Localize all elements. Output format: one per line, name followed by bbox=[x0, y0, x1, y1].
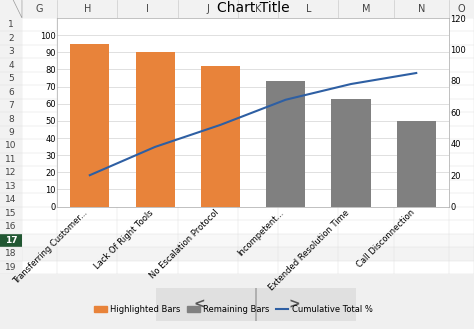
Bar bbox=[331, 99, 371, 207]
Text: M: M bbox=[362, 4, 370, 14]
Text: 10: 10 bbox=[5, 141, 17, 150]
Text: I: I bbox=[146, 4, 149, 14]
Text: 9: 9 bbox=[8, 128, 14, 137]
Title: Chart Title: Chart Title bbox=[217, 1, 289, 15]
Text: K: K bbox=[255, 4, 261, 14]
Bar bbox=[22, 247, 474, 261]
Text: 19: 19 bbox=[5, 263, 17, 272]
Text: H: H bbox=[83, 4, 91, 14]
Text: >: > bbox=[288, 297, 300, 311]
Text: L: L bbox=[306, 4, 311, 14]
Text: 14: 14 bbox=[5, 195, 17, 204]
Bar bbox=[266, 82, 305, 207]
Text: 18: 18 bbox=[5, 249, 17, 258]
Text: <: < bbox=[193, 297, 205, 311]
Bar bbox=[22, 234, 474, 247]
Text: 8: 8 bbox=[8, 114, 14, 124]
Text: 11: 11 bbox=[5, 155, 17, 164]
Text: 13: 13 bbox=[5, 182, 17, 191]
Text: J: J bbox=[206, 4, 209, 14]
Text: 6: 6 bbox=[8, 88, 14, 97]
Bar bbox=[201, 66, 240, 207]
Text: 16: 16 bbox=[5, 222, 17, 231]
Text: 5: 5 bbox=[8, 74, 14, 83]
Text: 3: 3 bbox=[8, 47, 14, 56]
Text: O: O bbox=[457, 4, 465, 14]
Text: 17: 17 bbox=[5, 236, 18, 245]
Bar bbox=[70, 44, 109, 207]
Text: N: N bbox=[418, 4, 425, 14]
Bar bbox=[156, 288, 356, 321]
Text: 7: 7 bbox=[8, 101, 14, 110]
Bar bbox=[0, 234, 22, 247]
Text: 12: 12 bbox=[5, 168, 17, 177]
Bar bbox=[136, 52, 175, 207]
Text: 1: 1 bbox=[8, 20, 14, 29]
Bar bbox=[397, 121, 436, 207]
Text: 2: 2 bbox=[8, 34, 14, 43]
Bar bbox=[255, 288, 257, 321]
Text: G: G bbox=[36, 4, 43, 14]
Legend: Highlighted Bars, Remaining Bars, Cumulative Total %: Highlighted Bars, Remaining Bars, Cumula… bbox=[91, 301, 376, 317]
Text: 4: 4 bbox=[8, 61, 14, 70]
Text: 15: 15 bbox=[5, 209, 17, 218]
